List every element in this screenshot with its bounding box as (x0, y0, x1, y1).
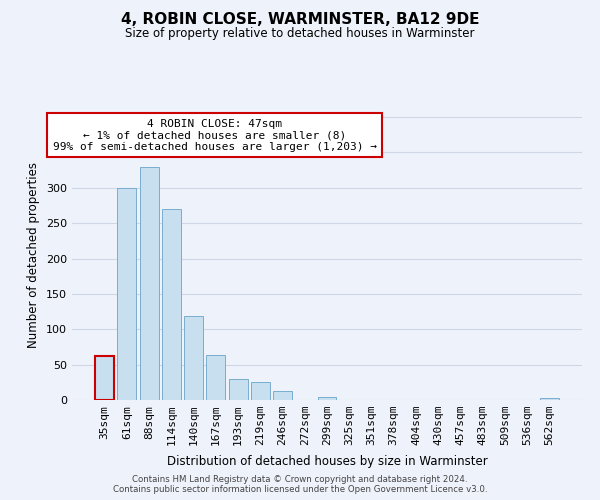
Text: 4 ROBIN CLOSE: 47sqm
← 1% of detached houses are smaller (8)
99% of semi-detache: 4 ROBIN CLOSE: 47sqm ← 1% of detached ho… (53, 118, 377, 152)
Bar (540, 398, 559, 400)
Text: Size of property relative to detached houses in Warminster: Size of property relative to detached ho… (125, 28, 475, 40)
Bar (317, 397, 337, 400)
Y-axis label: Number of detached properties: Number of detached properties (28, 162, 40, 348)
Text: Distribution of detached houses by size in Warminster: Distribution of detached houses by size … (167, 454, 487, 468)
Bar (251, 382, 270, 400)
Bar (140, 166, 158, 400)
Bar (229, 380, 248, 400)
Bar (162, 209, 181, 400)
Bar (273, 391, 292, 400)
Bar (95, 356, 114, 400)
Bar (118, 188, 136, 400)
Text: 4, ROBIN CLOSE, WARMINSTER, BA12 9DE: 4, ROBIN CLOSE, WARMINSTER, BA12 9DE (121, 12, 479, 28)
Bar (184, 316, 203, 400)
Bar (206, 354, 225, 400)
Text: Contains HM Land Registry data © Crown copyright and database right 2024.
Contai: Contains HM Land Registry data © Crown c… (113, 474, 487, 494)
